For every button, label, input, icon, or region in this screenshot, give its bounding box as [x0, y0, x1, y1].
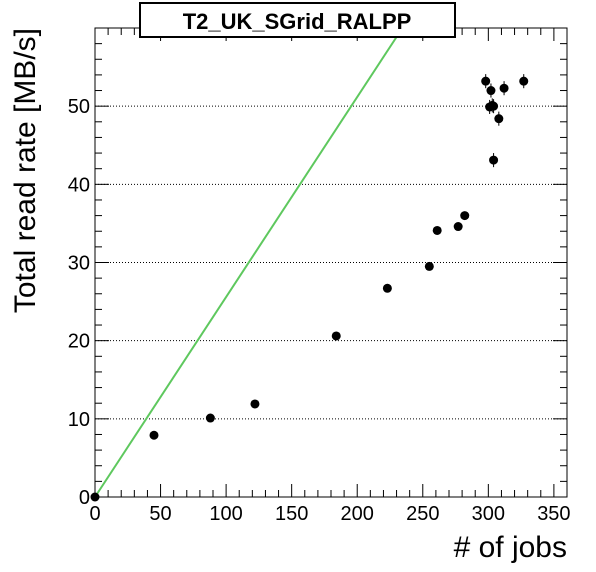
point-marker [205, 413, 215, 423]
data-point [486, 83, 496, 98]
x-tick-label: 150 [275, 503, 308, 525]
x-tick-label: 200 [341, 503, 374, 525]
y-tick-label: 20 [68, 331, 90, 353]
y-axis-title: Total read rate [MB/s] [9, 28, 42, 313]
point-marker [382, 283, 392, 293]
title-box-frame [139, 2, 456, 38]
data-point [489, 153, 499, 168]
point-marker [460, 211, 470, 221]
point-marker [453, 222, 463, 232]
point-marker [331, 331, 341, 341]
point-marker [489, 101, 499, 111]
reference-line [94, 27, 404, 498]
point-marker [424, 261, 434, 271]
data-point [519, 74, 529, 89]
data-point [382, 283, 392, 293]
point-marker [494, 114, 504, 124]
x-tick-label: 50 [149, 503, 171, 525]
data-point [489, 99, 499, 114]
grid-lines [95, 105, 567, 420]
data-points [90, 74, 529, 502]
y-tick-label: 40 [68, 174, 90, 196]
data-point [331, 331, 341, 341]
point-marker [432, 225, 442, 235]
x-tick-label: 300 [472, 503, 505, 525]
point-marker [499, 83, 509, 93]
chart-title: T2_UK_SGrid_RALPP [183, 9, 412, 34]
plot-frame [94, 27, 568, 498]
y-tick-label: 50 [68, 96, 90, 118]
x-axis-title: # of jobs [454, 531, 567, 564]
y-tick-label: 0 [79, 487, 90, 509]
point-marker [250, 399, 260, 409]
tick-labels: 0 50 100 150 200 250 300 350 0 10 20 30 40 50 [68, 96, 571, 525]
x-tick-label: 350 [537, 503, 570, 525]
x-tick-label: 100 [209, 503, 242, 525]
point-marker [486, 86, 496, 96]
point-marker [519, 76, 529, 86]
y-tick-label: 30 [68, 253, 90, 275]
point-marker [481, 76, 491, 86]
data-point [250, 399, 260, 409]
data-point [205, 413, 215, 423]
data-point [481, 74, 491, 89]
data-point [453, 222, 463, 232]
point-marker [149, 430, 159, 440]
data-point [460, 211, 470, 221]
data-point [499, 81, 509, 96]
y-tick-label: 10 [68, 409, 90, 431]
data-point [424, 261, 434, 271]
point-marker [489, 155, 499, 165]
x-tick-label: 0 [89, 503, 100, 525]
data-point [432, 225, 442, 235]
data-point [494, 111, 504, 126]
x-tick-label: 250 [406, 503, 439, 525]
axis-ticks [94, 27, 568, 498]
data-point [149, 430, 159, 440]
title-box: T2_UK_SGrid_RALPP [139, 2, 456, 38]
